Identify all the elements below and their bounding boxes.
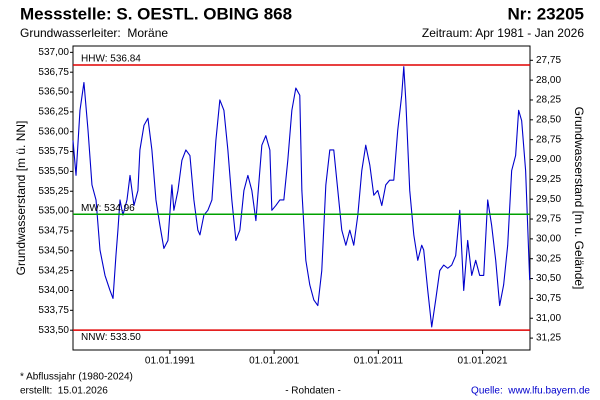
y2-tick-label: 31,00 <box>536 313 561 324</box>
x-tick-label: 01.01.2001 <box>249 356 299 367</box>
y2-tick-label: 30,00 <box>536 234 561 245</box>
raw-data-note: - Rohdaten - <box>285 386 341 397</box>
y2-tick-label: 28,25 <box>536 95 561 106</box>
y-tick-label: 535,75 <box>38 146 69 157</box>
y2-tick-label: 29,25 <box>536 174 561 185</box>
y2-tick-label: 29,00 <box>536 154 561 165</box>
y2-tick-label: 30,25 <box>536 253 561 264</box>
period: Zeitraum: Apr 1981 - Jan 2026 <box>422 26 584 40</box>
y2-tick-label: 29,75 <box>536 214 561 225</box>
reference-label: HHW: 536.84 <box>81 54 141 65</box>
y-axis-label: Grundwasserstand [m ü. NN] <box>14 121 28 276</box>
y2-tick-label: 27,75 <box>536 55 561 66</box>
y-tick-label: 533,50 <box>38 325 69 336</box>
x-tick-label: 01.01.2011 <box>354 356 404 367</box>
chart-title: Messstelle: S. OESTL. OBING 868 <box>20 4 292 23</box>
plot-frame <box>72 45 531 351</box>
y-tick-label: 535,25 <box>38 186 69 197</box>
y2-axis-label: Grundwasserstand [m u. Gelände] <box>572 107 586 290</box>
x-tick-label: 01.01.1991 <box>145 356 195 367</box>
y-tick-label: 536,25 <box>38 107 69 118</box>
y-tick-label: 536,00 <box>38 126 69 137</box>
y2-tick-label: 28,00 <box>536 75 561 86</box>
reference-label: NNW: 533.50 <box>81 332 141 343</box>
reference-label: MW: 534.96 <box>81 203 135 214</box>
created-date: erstellt: 15.01.2026 <box>20 386 108 397</box>
x-tick-label: 01.01.2021 <box>458 356 508 367</box>
y-tick-label: 534,00 <box>38 285 69 296</box>
subtitle: Grundwasserleiter: Moräne <box>20 26 168 40</box>
y2-tick-label: 29,50 <box>536 194 561 205</box>
source-link[interactable]: Quelle: www.lfu.bayern.de <box>471 386 590 397</box>
y-tick-label: 536,50 <box>38 87 69 98</box>
y2-tick-label: 28,75 <box>536 134 561 145</box>
y2-tick-label: 30,75 <box>536 293 561 304</box>
y-tick-label: 533,75 <box>38 305 69 316</box>
footnote: * Abflussjahr (1980-2024) <box>20 372 133 383</box>
y2-tick-label: 28,50 <box>536 114 561 125</box>
station-number: Nr: 23205 <box>507 4 584 23</box>
y-tick-label: 535,50 <box>38 166 69 177</box>
y-tick-label: 534,75 <box>38 226 69 237</box>
y-tick-label: 537,00 <box>38 47 69 58</box>
y2-tick-label: 30,50 <box>536 273 561 284</box>
y-tick-label: 534,25 <box>38 265 69 276</box>
data-line <box>72 66 531 328</box>
y-tick-label: 535,00 <box>38 206 69 217</box>
y-tick-label: 534,50 <box>38 245 69 256</box>
y2-tick-label: 31,25 <box>536 333 561 344</box>
y-tick-label: 536,75 <box>38 67 69 78</box>
